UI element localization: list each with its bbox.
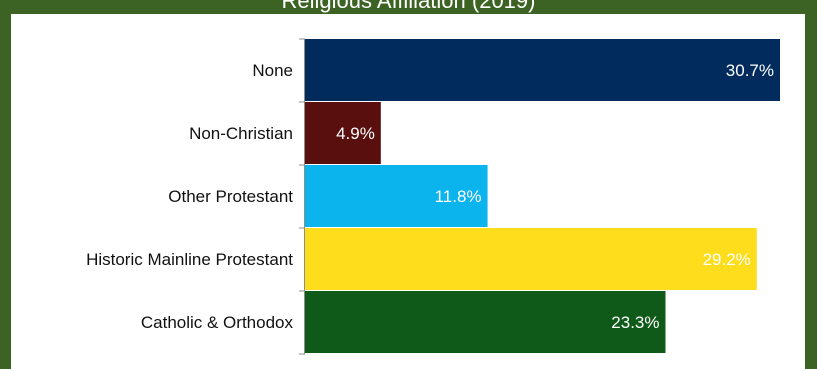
value-label: 11.8% <box>435 187 482 206</box>
category-label: Historic Mainline Protestant <box>86 250 293 269</box>
bar-chart: None 30.7% Non-Christian 4.9% Other Protesta… <box>86 38 780 355</box>
chart-title: Religious Affiliation (2019) <box>281 0 536 13</box>
bar-2 <box>305 102 381 164</box>
bar-4 <box>305 228 757 290</box>
bar-3 <box>305 165 488 227</box>
chart-panel: None 30.7% Non-Christian 4.9% Other Protesta… <box>11 14 805 369</box>
category-label: Other Protestant <box>168 187 293 206</box>
bar-1 <box>305 39 780 101</box>
category-label: Non-Christian <box>189 124 293 143</box>
bar-5 <box>305 291 666 353</box>
value-label: 23.3% <box>611 313 659 332</box>
category-label: None <box>252 61 293 80</box>
category-label: Catholic & Orthodox <box>141 313 294 332</box>
value-label: 4.9% <box>336 124 375 143</box>
value-label: 29.2% <box>703 250 751 269</box>
value-label: 30.7% <box>726 61 774 80</box>
